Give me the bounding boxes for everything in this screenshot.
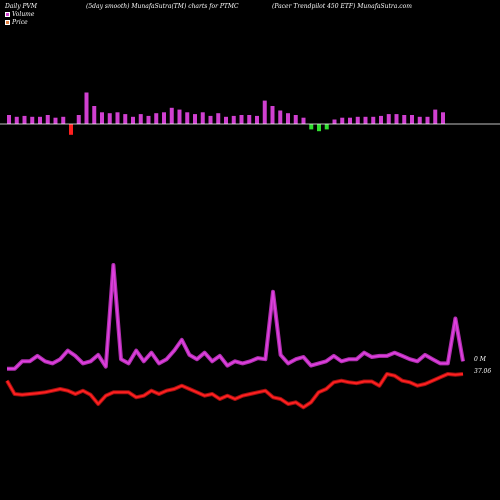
volume-bar (239, 115, 244, 124)
volume-bar (107, 113, 112, 124)
volume-bar (433, 109, 438, 124)
legend-price: Price (5, 19, 28, 26)
volume-bar (45, 115, 50, 124)
volume-bar (402, 115, 407, 124)
volume-last-label: 0 M (474, 356, 486, 363)
volume-bar (185, 112, 190, 124)
lines-group (5, 263, 465, 410)
volume-bar (138, 114, 143, 124)
volume-bar (301, 117, 306, 124)
volume-bar (100, 112, 104, 124)
volume-bar (216, 113, 221, 124)
price-line-glow (5, 372, 464, 410)
volume-bars (7, 92, 445, 135)
volume-bar (7, 115, 11, 124)
chart-title-right: (Pacer Trendpilot 450 ETF) MunafaSutra.c… (272, 3, 412, 10)
volume-bar (22, 115, 27, 124)
volume-bar (324, 124, 329, 130)
volume-bar (379, 115, 383, 124)
volume-bar (286, 113, 290, 124)
volume-bar (425, 116, 430, 124)
volume-bar (363, 116, 368, 124)
volume-bar (231, 115, 236, 124)
volume-bar (394, 114, 399, 124)
chart-title-middle: (5day smooth) MunafaSutra(TM) charts for… (86, 3, 239, 10)
volume-bar (293, 115, 298, 124)
volume-bar (255, 115, 259, 124)
price-last-label: 37.06 (474, 368, 492, 375)
volume-bar (355, 116, 360, 124)
volume-bar (115, 112, 120, 124)
volume-bar (30, 116, 35, 124)
volume-bar (84, 92, 89, 124)
legend-volume-swatch (5, 12, 10, 17)
volume-bar (340, 117, 345, 124)
volume-bar (177, 109, 182, 124)
volume-bar (193, 114, 197, 124)
volume-bar (200, 112, 205, 124)
volume-bar (38, 116, 42, 124)
price-line (6, 373, 464, 409)
volume-bar (208, 115, 213, 124)
volume-bar (332, 119, 337, 124)
volume-line (7, 264, 464, 370)
volume-bar (441, 112, 445, 124)
volume-bar (154, 113, 159, 124)
volume-bar (92, 106, 97, 124)
volume-bar (123, 114, 128, 124)
legend-volume-label: Volume (12, 11, 35, 18)
volume-bar (169, 107, 174, 124)
volume-bar (14, 116, 19, 124)
volume-bar (317, 124, 321, 132)
volume-bar (146, 115, 151, 124)
legend-volume: Volume (5, 11, 34, 18)
volume-bar (162, 112, 166, 124)
volume-bar (410, 115, 414, 124)
volume-bar (278, 110, 283, 124)
volume-bar (61, 116, 66, 124)
volume-bar (348, 117, 352, 124)
volume-bar (309, 124, 314, 130)
volume-bar (371, 116, 376, 124)
legend-price-swatch (5, 20, 10, 25)
volume-bar (262, 100, 267, 124)
volume-bar (417, 116, 422, 124)
chart-title-left: Daily PVM (5, 3, 38, 10)
legend-price-label: Price (12, 19, 28, 26)
volume-bar (53, 117, 58, 124)
volume-bar (270, 106, 275, 124)
volume-bar (76, 115, 81, 124)
volume-bar (386, 114, 391, 124)
volume-bar (69, 124, 73, 135)
volume-bar (224, 116, 228, 124)
volume-bar (247, 115, 252, 124)
volume-bar (131, 116, 135, 124)
